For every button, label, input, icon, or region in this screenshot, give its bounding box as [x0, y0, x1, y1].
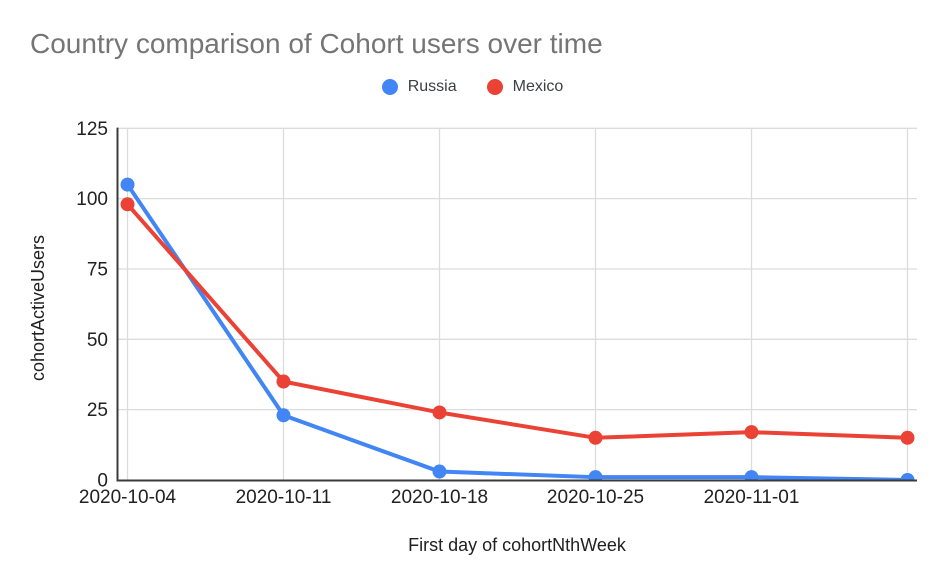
legend-item-mexico[interactable]: Mexico [486, 78, 564, 96]
y-tick-label-0: 0 [97, 471, 108, 492]
x-tick-label-2: 2020-10-18 [391, 487, 488, 508]
y-tick-label-100: 100 [76, 189, 108, 210]
series-layer [120, 177, 915, 487]
data-point-russia-5[interactable] [900, 473, 915, 487]
legend-dot-mexico-icon [486, 79, 503, 95]
data-point-russia-0[interactable] [120, 177, 135, 192]
x-tick-label-3: 2020-10-25 [547, 487, 644, 508]
y-tick-label-75: 75 [87, 259, 108, 280]
data-point-mexico-3[interactable] [588, 430, 603, 445]
legend-label-mexico: Mexico [512, 78, 564, 95]
data-point-russia-1[interactable] [276, 408, 291, 423]
axes [116, 127, 917, 482]
x-tick-label-1: 2020-10-11 [236, 487, 332, 508]
data-point-mexico-5[interactable] [900, 430, 915, 445]
y-axis-title: cohortActiveUsers [28, 235, 48, 381]
data-point-mexico-0[interactable] [120, 197, 135, 212]
series-line-mexico [125, 202, 910, 440]
y-tick-label-50: 50 [87, 330, 108, 351]
chart-title: Country comparison of Cohort users over … [30, 28, 603, 59]
y-tick-labels: 0 25 50 75 100 125 [76, 119, 108, 492]
x-axis-title: First day of cohortNthWeek [408, 535, 627, 555]
data-point-russia-4[interactable] [744, 470, 759, 484]
data-point-mexico-2[interactable] [432, 405, 447, 420]
x-tick-labels: 2020-10-04 2020-10-11 2020-10-18 2020-10-25… [79, 487, 799, 508]
series-line-russia [125, 182, 910, 481]
legend-dot-russia-icon [381, 79, 398, 95]
y-tick-label-125: 125 [76, 119, 108, 140]
x-tick-label-4: 2020-11-01 [704, 487, 800, 508]
chart-legend: Russia Mexico [0, 78, 945, 96]
data-point-russia-2[interactable] [432, 464, 447, 479]
legend-label-russia: Russia [407, 78, 457, 95]
data-point-mexico-4[interactable] [744, 425, 759, 440]
data-point-mexico-1[interactable] [276, 374, 291, 389]
y-tick-label-25: 25 [87, 400, 108, 421]
x-tick-label-0: 2020-10-04 [79, 487, 177, 508]
legend-item-russia[interactable]: Russia [381, 78, 457, 96]
data-point-russia-3[interactable] [588, 470, 603, 484]
gridlines [117, 127, 917, 480]
